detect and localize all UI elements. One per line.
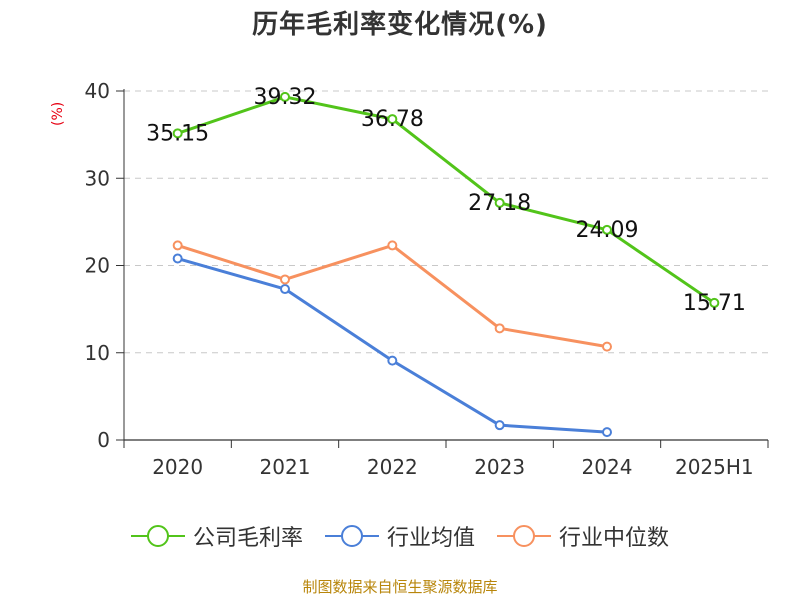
y-tick-label: 0: [97, 428, 110, 452]
series-line: [177, 95, 716, 305]
data-point[interactable]: [280, 274, 290, 285]
data-point[interactable]: [602, 427, 612, 438]
data-point[interactable]: [172, 240, 183, 251]
data-point[interactable]: [494, 420, 505, 431]
data-label: 35.15: [146, 121, 209, 146]
data-point[interactable]: [494, 323, 505, 334]
data-labels: 35.15 39.32 36.78 27.18 24.09 15.71: [146, 85, 746, 316]
data-source-note: 制图数据来自恒生聚源数据库: [302, 578, 498, 596]
x-tick-label: 2021: [260, 455, 311, 479]
y-tick-label: 30: [85, 166, 110, 190]
data-point[interactable]: [494, 197, 505, 208]
x-tick-label: 2024: [582, 455, 633, 479]
series-line: [177, 243, 608, 349]
y-tick-label: 10: [85, 341, 110, 365]
legend: 公司毛利率 行业均值 行业中位数: [0, 520, 800, 552]
data-label: 39.32: [254, 85, 317, 110]
x-tick-label: 2023: [474, 455, 525, 479]
legend-marker-icon: [324, 524, 379, 548]
chart-title: 历年毛利率变化情况(%): [252, 10, 548, 40]
data-point[interactable]: [709, 297, 720, 308]
data-point[interactable]: [387, 114, 398, 125]
data-point[interactable]: [172, 128, 183, 139]
data-label: 36.78: [361, 107, 424, 132]
legend-label: 行业中位数: [559, 526, 670, 551]
data-label: 24.09: [576, 218, 639, 243]
legend-item-industry-mean[interactable]: 行业均值: [324, 520, 475, 552]
data-point[interactable]: [602, 224, 612, 235]
legend-label: 行业均值: [386, 526, 475, 551]
y-tick-label: 40: [85, 79, 110, 103]
legend-label: 公司毛利率: [192, 526, 303, 551]
legend-item-company[interactable]: 公司毛利率: [130, 520, 303, 552]
data-point[interactable]: [387, 355, 398, 366]
y-tick-label: 20: [85, 254, 110, 278]
legend-marker-icon: [497, 524, 551, 548]
data-point[interactable]: [387, 240, 398, 251]
grid-lines: [124, 90, 768, 354]
legend-item-industry-median[interactable]: 行业中位数: [497, 520, 669, 552]
series-line: [177, 257, 608, 434]
x-tick-label: 2022: [367, 455, 418, 479]
x-tick-label: 2020: [152, 455, 203, 479]
data-label: 27.18: [468, 191, 531, 216]
data-point[interactable]: [602, 341, 612, 352]
data-point[interactable]: [280, 91, 290, 102]
axes: 0 10 20 30 40 2020 2021 2022 2023 2024 2025H1: [85, 79, 769, 479]
x-tick-label: 2025H1: [675, 455, 754, 479]
data-label: 15.71: [683, 291, 746, 316]
series-lines: [172, 91, 720, 438]
data-point[interactable]: [172, 253, 183, 264]
legend-marker-icon: [130, 524, 185, 548]
data-point[interactable]: [280, 284, 290, 295]
